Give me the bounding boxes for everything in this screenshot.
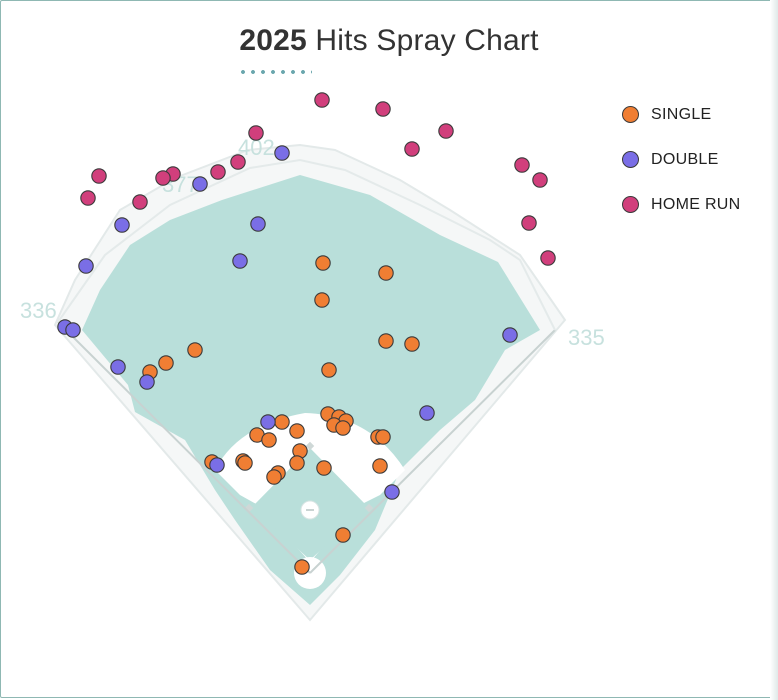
hit-marker-single[interactable] bbox=[158, 355, 174, 371]
hit-marker-single[interactable] bbox=[375, 429, 391, 445]
chart-title: 2025 Hits Spray Chart bbox=[0, 24, 778, 58]
hit-marker-home-run[interactable] bbox=[248, 125, 264, 141]
hit-marker-single[interactable] bbox=[274, 414, 290, 430]
hit-marker-single[interactable] bbox=[321, 362, 337, 378]
legend-dot-single bbox=[622, 106, 639, 123]
hit-marker-single[interactable] bbox=[289, 455, 305, 471]
hit-marker-double[interactable] bbox=[502, 327, 518, 343]
hit-marker-double[interactable] bbox=[110, 359, 126, 375]
hit-marker-double[interactable] bbox=[384, 484, 400, 500]
hit-marker-home-run[interactable] bbox=[375, 101, 391, 117]
legend-label-double: DOUBLE bbox=[651, 150, 719, 168]
outfield-wall bbox=[57, 158, 556, 331]
hit-marker-single[interactable] bbox=[378, 265, 394, 281]
hit-marker-double[interactable] bbox=[139, 374, 155, 390]
hit-marker-home-run[interactable] bbox=[155, 170, 171, 186]
hit-marker-home-run[interactable] bbox=[230, 154, 246, 170]
distance-left: 336 bbox=[20, 298, 57, 323]
hit-marker-home-run[interactable] bbox=[514, 157, 530, 173]
first-base bbox=[364, 503, 374, 513]
legend-dot-home-run bbox=[622, 196, 639, 213]
hit-marker-home-run[interactable] bbox=[314, 92, 330, 108]
right-foul-line bbox=[309, 329, 556, 574]
title-underline-dots bbox=[238, 69, 312, 75]
hit-marker-home-run[interactable] bbox=[210, 164, 226, 180]
hit-marker-single[interactable] bbox=[372, 458, 388, 474]
hit-marker-single[interactable] bbox=[314, 292, 330, 308]
hit-marker-double[interactable] bbox=[232, 253, 248, 269]
hit-marker-single[interactable] bbox=[294, 559, 310, 575]
hit-marker-home-run[interactable] bbox=[404, 141, 420, 157]
outfield-grass bbox=[82, 175, 540, 605]
hit-marker-home-run[interactable] bbox=[80, 190, 96, 206]
hit-marker-double[interactable] bbox=[274, 145, 290, 161]
legend-item-single[interactable]: SINGLE bbox=[622, 92, 741, 137]
hit-marker-single[interactable] bbox=[315, 255, 331, 271]
hit-marker-double[interactable] bbox=[78, 258, 94, 274]
hit-marker-single[interactable] bbox=[404, 336, 420, 352]
hit-marker-double[interactable] bbox=[419, 405, 435, 421]
hit-marker-single[interactable] bbox=[378, 333, 394, 349]
hit-marker-single[interactable] bbox=[335, 527, 351, 543]
hit-marker-double[interactable] bbox=[65, 322, 81, 338]
second-base bbox=[305, 441, 315, 451]
hit-marker-double[interactable] bbox=[209, 457, 225, 473]
hit-marker-single[interactable] bbox=[261, 432, 277, 448]
legend-label-single: SINGLE bbox=[651, 105, 712, 123]
hit-marker-single[interactable] bbox=[237, 455, 253, 471]
frame-edge-shadow bbox=[770, 0, 778, 700]
title-text: Hits Spray Chart bbox=[306, 24, 539, 57]
legend: SINGLE DOUBLE HOME RUN bbox=[622, 92, 741, 227]
legend-item-double[interactable]: DOUBLE bbox=[622, 137, 741, 182]
hit-marker-single[interactable] bbox=[289, 423, 305, 439]
hit-marker-double[interactable] bbox=[260, 414, 276, 430]
hit-marker-home-run[interactable] bbox=[521, 215, 537, 231]
hit-marker-double[interactable] bbox=[250, 216, 266, 232]
hit-marker-home-run[interactable] bbox=[532, 172, 548, 188]
hits-layer bbox=[57, 92, 556, 575]
legend-item-home-run[interactable]: HOME RUN bbox=[622, 182, 741, 227]
hit-marker-home-run[interactable] bbox=[91, 168, 107, 184]
left-foul-line bbox=[57, 321, 311, 574]
distance-right: 335 bbox=[568, 325, 605, 350]
hit-marker-single[interactable] bbox=[266, 469, 282, 485]
hit-marker-double[interactable] bbox=[114, 217, 130, 233]
hit-marker-home-run[interactable] bbox=[438, 123, 454, 139]
hit-marker-home-run[interactable] bbox=[540, 250, 556, 266]
legend-dot-double bbox=[622, 151, 639, 168]
title-year: 2025 bbox=[239, 24, 307, 57]
hit-marker-single[interactable] bbox=[187, 342, 203, 358]
hit-marker-double[interactable] bbox=[192, 176, 208, 192]
legend-label-home-run: HOME RUN bbox=[651, 195, 741, 213]
hit-marker-single[interactable] bbox=[335, 420, 351, 436]
hit-marker-home-run[interactable] bbox=[132, 194, 148, 210]
hit-marker-single[interactable] bbox=[316, 460, 332, 476]
